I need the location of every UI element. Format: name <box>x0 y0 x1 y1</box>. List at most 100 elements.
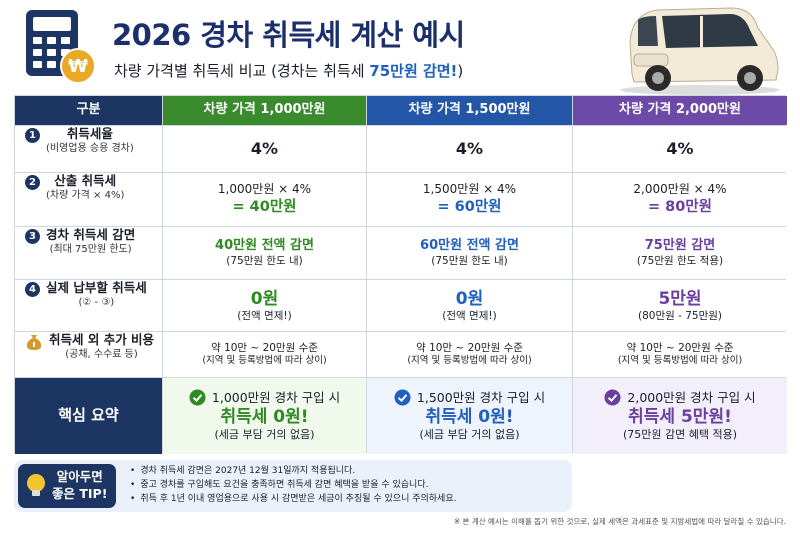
column-header: 차량 가격 1,000만원 <box>163 96 366 125</box>
row-title: 취득세 외 추가 비용 <box>49 332 155 347</box>
cell-text: 약 10만 ~ 20만원 수준 <box>211 341 318 354</box>
summary-result: 취득세 0원! <box>220 407 309 428</box>
summary-text: 1,500만원 경차 구입 시 <box>416 389 546 405</box>
row-subtitle: (공채, 수수료 등) <box>65 349 138 361</box>
table-cell: 40만원 전액 감면 (75만원 한도 내) <box>163 227 366 279</box>
row-label: 2 산출 취득세 (차량 가격 × 4%) <box>15 173 162 226</box>
table-cell: 1,000만원 × 4% = 40만원 <box>163 173 366 226</box>
cell-text: (지역 및 등록방법에 따라 상이) <box>407 355 532 367</box>
cell-text: 0원 <box>250 288 279 309</box>
money-bag-icon <box>26 335 42 350</box>
row-label: 취득세 외 추가 비용 (공채, 수수료 등) <box>15 332 162 377</box>
cell-text: 5만원 <box>658 288 702 309</box>
row-marker: 2 <box>25 175 40 190</box>
row-marker: 1 <box>25 128 40 143</box>
cell-text: 75만원 감면 <box>644 237 716 253</box>
summary-head: 1,500만원 경차 구입 시 <box>394 389 545 406</box>
table-cell: 약 10만 ~ 20만원 수준 (지역 및 등록방법에 따라 상이) <box>573 332 787 377</box>
label-text: 경차 취득세 감면 (최대 75만원 한도) <box>46 227 135 256</box>
table-cell: 4% <box>573 126 787 172</box>
cell-text: 4% <box>455 138 484 158</box>
row-title: 실제 납부할 취득세 <box>46 280 147 295</box>
coin-symbol: ₩ <box>68 56 88 77</box>
label-text: 산출 취득세 (차량 가격 × 4%) <box>46 173 124 202</box>
table-cell: 0원 (전액 면제!) <box>367 280 572 331</box>
cell-text: = 40만원 <box>232 198 297 215</box>
column-header: 차량 가격 1,500만원 <box>367 96 572 125</box>
check-icon <box>394 389 411 406</box>
summary-text: 2,000만원 경차 구입 시 <box>627 389 756 405</box>
tip-item: 취득 후 1년 이내 영업용으로 사용 시 감면받은 세금이 추징될 수 있으니… <box>130 493 456 507</box>
row-label: 1 취득세율 (비영업용 승용 경차) <box>15 126 162 172</box>
calculator-icon: ₩ <box>26 10 96 84</box>
table-cell: 약 10만 ~ 20만원 수준 (지역 및 등록방법에 따라 상이) <box>163 332 366 377</box>
cell-text: (75만원 한도 적용) <box>636 254 724 267</box>
cell-text: 약 10만 ~ 20만원 수준 <box>416 341 523 354</box>
tip-label-line: 좋은 TIP! <box>52 485 108 501</box>
summary-head: 1,000만원 경차 구입 시 <box>189 389 340 406</box>
cell-text: (전액 면제!) <box>237 309 292 322</box>
table-cell: 약 10만 ~ 20만원 수준 (지역 및 등록방법에 따라 상이) <box>367 332 572 377</box>
table-cell: 2,000만원 × 4% = 80만원 <box>573 173 787 226</box>
cell-text: 4% <box>250 138 279 158</box>
label-text: 취득세 외 추가 비용 (공채, 수수료 등) <box>49 332 154 361</box>
row-label: 3 경차 취득세 감면 (최대 75만원 한도) <box>15 227 162 279</box>
tip-item: 중고 경차를 구입해도 요건을 충족하면 취득세 감면 혜택을 받을 수 있습니… <box>130 479 456 493</box>
bulb-icon <box>27 474 45 496</box>
row-marker: 3 <box>25 229 40 244</box>
row-subtitle: (최대 75만원 한도) <box>49 244 132 256</box>
row-title: 취득세율 <box>66 126 113 141</box>
check-icon <box>604 389 621 406</box>
car-image <box>620 7 780 95</box>
row-label: 4 실제 납부할 취득세 (② - ③) <box>15 280 162 331</box>
cell-text: (지역 및 등록방법에 따라 상이) <box>202 355 327 367</box>
cell-text: 1,500만원 × 4% <box>422 182 517 197</box>
cell-text: = 60만원 <box>437 198 502 215</box>
cell-text: 60만원 전액 감면 <box>420 237 519 253</box>
table-cell: 1,500만원 × 4% = 60만원 <box>367 173 572 226</box>
tip-badge: 알아두면 좋은 TIP! <box>18 464 116 508</box>
row-title: 경차 취득세 감면 <box>46 227 136 242</box>
row-subtitle: (② - ③) <box>78 297 115 309</box>
cell-text: (75만원 한도 내) <box>226 254 303 267</box>
column-header: 차량 가격 2,000만원 <box>573 96 787 125</box>
comparison-table: 구분 차량 가격 1,000만원 차량 가격 1,500만원 차량 가격 2,000만… <box>14 95 787 454</box>
table-cell: 4% <box>163 126 366 172</box>
subtitle-text: 차량 가격별 취득세 비교 (경차는 취득세 <box>114 62 370 80</box>
cell-text: (전액 면제!) <box>442 309 497 322</box>
summary-cell: 1,500만원 경차 구입 시 취득세 0원! (세금 부담 거의 없음) <box>367 378 572 454</box>
row-marker: 4 <box>25 282 40 297</box>
summary-label: 핵심 요약 <box>15 378 162 454</box>
cell-text: 40만원 전액 감면 <box>215 237 314 253</box>
table-cell: 0원 (전액 면제!) <box>163 280 366 331</box>
summary-note: (세금 부담 거의 없음) <box>214 428 315 442</box>
row-title: 산출 취득세 <box>54 173 117 188</box>
summary-head: 2,000만원 경차 구입 시 <box>604 389 756 406</box>
row-subtitle: (차량 가격 × 4%) <box>46 190 125 202</box>
column-header: 구분 <box>15 96 162 125</box>
tip-list: 경차 취득세 감면은 2027년 12월 31일까지 적용됩니다.중고 경차를 … <box>130 465 456 507</box>
summary-note: (세금 부담 거의 없음) <box>419 428 520 442</box>
table-cell: 4% <box>367 126 572 172</box>
summary-text: 1,000만원 경차 구입 시 <box>211 389 341 405</box>
table-cell: 75만원 감면 (75만원 한도 적용) <box>573 227 787 279</box>
cell-text: 2,000만원 × 4% <box>633 182 727 197</box>
cell-text: (80만원 - 75만원) <box>637 309 723 322</box>
cell-text: (지역 및 등록방법에 따라 상이) <box>617 355 743 367</box>
tip-label-line: 알아두면 <box>56 469 103 484</box>
cell-text: 0원 <box>455 288 484 309</box>
summary-result: 취득세 5만원! <box>628 407 732 428</box>
summary-note: (75만원 감면 혜택 적용) <box>622 428 738 442</box>
subtitle: 차량 가격별 취득세 비교 (경차는 취득세 75만원 감면!) <box>114 60 463 81</box>
label-text: 실제 납부할 취득세 (② - ③) <box>46 280 147 309</box>
title: 2026 경차 취득세 계산 예시 <box>112 18 465 52</box>
cell-text: = 80만원 <box>647 198 713 215</box>
table-cell: 60만원 전액 감면 (75만원 한도 내) <box>367 227 572 279</box>
row-subtitle: (비영업용 승용 경차) <box>46 143 134 155</box>
subtitle-highlight: 75만원 감면! <box>369 62 458 80</box>
tip-label: 알아두면 좋은 TIP! <box>52 469 107 503</box>
